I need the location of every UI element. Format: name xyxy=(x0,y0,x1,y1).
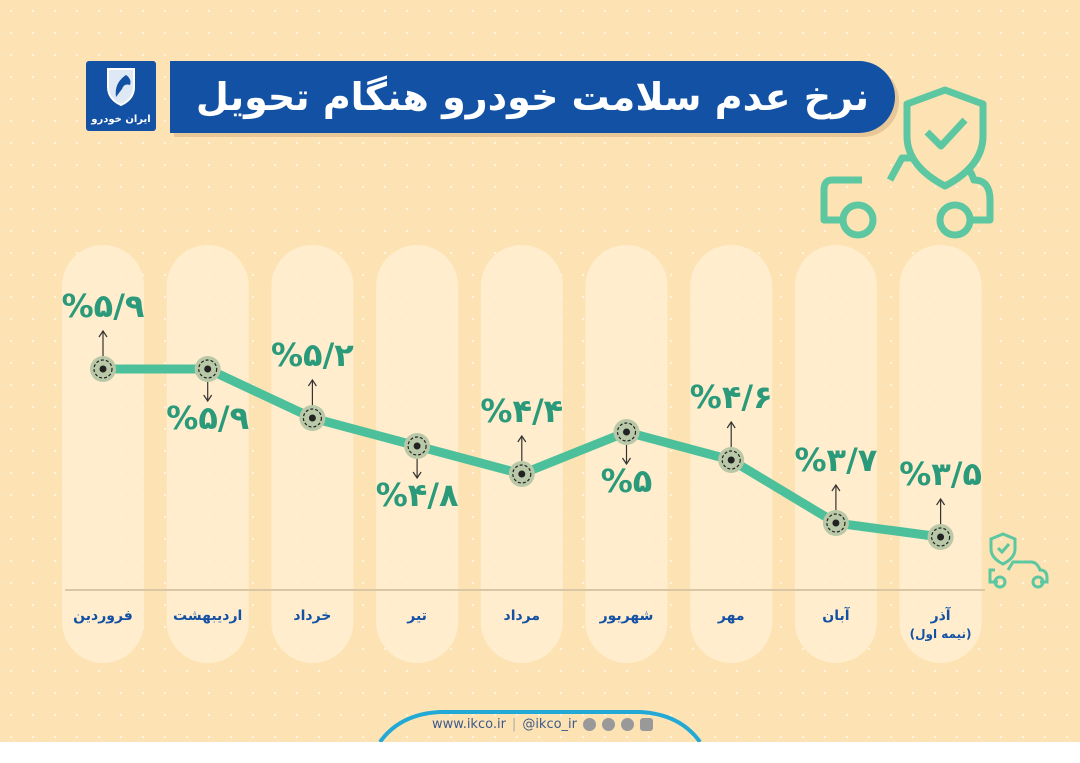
data-point xyxy=(308,414,316,422)
data-label: %۴/۸ xyxy=(376,476,459,514)
data-point-ring xyxy=(407,436,427,456)
month-label: اردیبهشت xyxy=(173,608,242,624)
arrow-head xyxy=(412,471,422,480)
arrow-head xyxy=(517,434,527,443)
data-point-ring xyxy=(512,464,532,484)
data-label: %۵ xyxy=(601,462,653,500)
title-bar: نرخ عدم سلامت خودرو هنگام تحویل xyxy=(170,61,895,133)
data-point-ring xyxy=(721,450,741,470)
data-point-ring xyxy=(826,513,846,533)
arrow-head xyxy=(307,378,317,387)
data-point xyxy=(518,470,526,478)
data-label: %۳/۵ xyxy=(899,455,982,493)
data-point xyxy=(832,519,840,527)
line-chart: %۵/۹ %۵/۹ %۵/۲ %۴/۸ %۴/۴ %۵ %۴/۶ %۳/۷ %۳/۵ فرورد… xyxy=(62,86,1049,663)
horse-shield-icon xyxy=(107,68,135,107)
arrow-head xyxy=(98,329,108,338)
page-title: نرخ عدم سلامت خودرو هنگام تحویل xyxy=(195,75,870,119)
month-column xyxy=(62,245,144,663)
data-label: %۴/۴ xyxy=(480,392,563,430)
footer: www.ikco.ir | @ikco_ir xyxy=(400,711,685,737)
footer-separator: | xyxy=(511,716,517,732)
shield-car-icon xyxy=(820,86,994,239)
arrow-head xyxy=(726,420,736,429)
small-shield-car-icon xyxy=(988,532,1049,589)
month-label: فروردین xyxy=(73,608,133,624)
data-point-ring xyxy=(616,422,637,442)
month-column xyxy=(794,245,877,663)
month-sublabel: (نیمه اول) xyxy=(910,627,972,642)
ikco-logo: ایران خودرو xyxy=(86,61,156,131)
data-point xyxy=(727,456,735,464)
month-label: آذر xyxy=(930,606,952,624)
month-label: آبان xyxy=(822,606,850,624)
data-point-ring xyxy=(302,408,322,428)
aparat-icon[interactable] xyxy=(583,717,597,731)
arrow-head xyxy=(831,483,841,492)
month-column xyxy=(271,245,354,663)
data-label: %۳/۷ xyxy=(794,441,877,479)
month-column xyxy=(899,245,982,663)
footer-wave xyxy=(0,710,1080,745)
logo-text: ایران خودرو xyxy=(91,114,151,125)
month-label: خرداد xyxy=(293,608,331,624)
month-label: مرداد xyxy=(504,608,541,624)
social-handle[interactable]: @ikco_ir xyxy=(522,716,578,732)
data-point xyxy=(937,533,945,541)
arrow-head xyxy=(936,497,946,506)
month-label: شهریور xyxy=(599,608,654,624)
data-point xyxy=(623,428,630,436)
data-label: %۵/۲ xyxy=(271,336,354,374)
month-label: تیر xyxy=(406,608,427,624)
data-point-ring xyxy=(93,359,113,379)
data-point-ring xyxy=(930,527,951,547)
month-column xyxy=(166,245,249,663)
bale-icon[interactable] xyxy=(621,717,635,731)
data-point xyxy=(99,365,107,373)
data-label: %۵/۹ xyxy=(62,287,145,325)
data-point xyxy=(204,365,212,373)
data-point xyxy=(413,442,421,450)
data-label: %۵/۹ xyxy=(166,399,249,437)
telegram-icon[interactable] xyxy=(602,717,616,731)
instagram-icon[interactable] xyxy=(640,717,654,731)
website-link[interactable]: www.ikco.ir xyxy=(431,716,506,732)
month-label: مهر xyxy=(717,608,745,624)
data-point-ring xyxy=(198,359,218,379)
arrow-head xyxy=(622,457,631,466)
data-label: %۴/۶ xyxy=(690,378,773,416)
arrow-head xyxy=(203,394,213,403)
